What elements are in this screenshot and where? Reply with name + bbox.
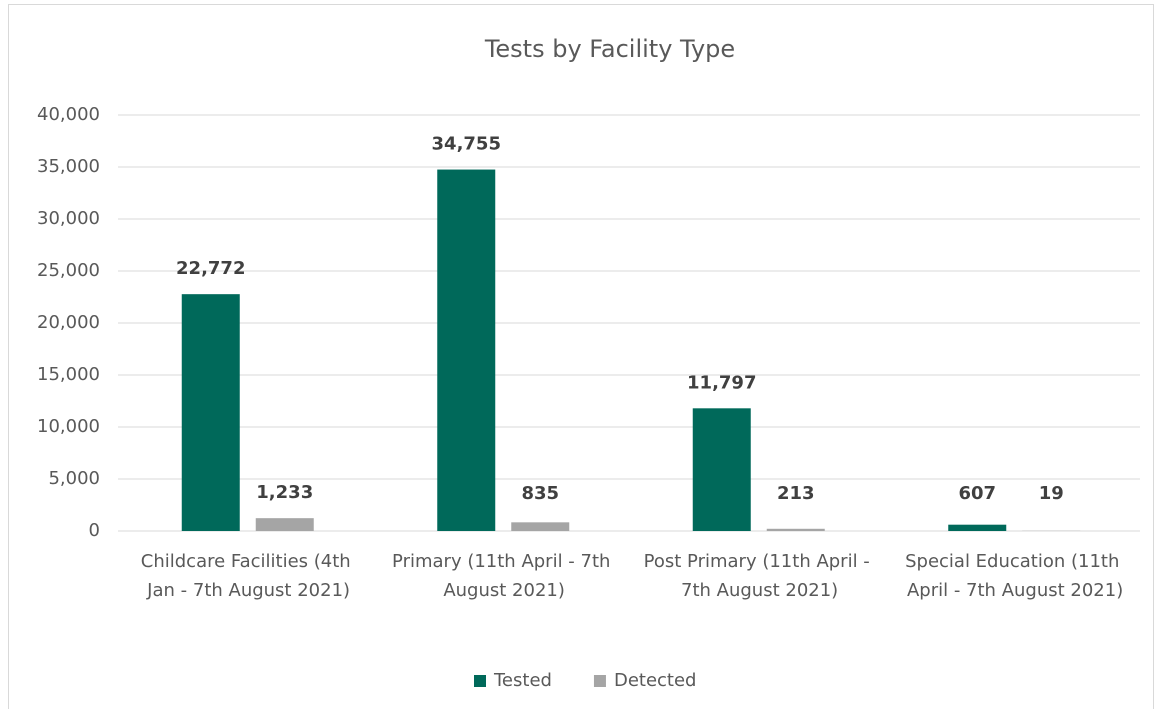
- chart-frame: [8, 4, 1154, 709]
- y-tick-label: 15,000: [37, 364, 100, 385]
- x-tick-label: Post Primary (11th April - 7th August 20…: [644, 551, 870, 601]
- y-tick-label: 40,000: [37, 104, 100, 125]
- value-label: 607: [958, 483, 996, 504]
- value-label: 11,797: [687, 372, 756, 393]
- bar: [948, 524, 1007, 531]
- y-tick-label: 25,000: [37, 260, 100, 281]
- bar: [255, 518, 314, 531]
- bar: [181, 294, 240, 531]
- value-label: 1,233: [256, 482, 313, 503]
- y-tick-label: 20,000: [37, 312, 100, 333]
- chart-title: Tests by Facility Type: [484, 35, 735, 63]
- y-tick-label: 0: [89, 520, 100, 541]
- y-tick-label: 35,000: [37, 156, 100, 177]
- bar: [511, 522, 570, 531]
- x-tick-label: Primary (11th April - 7th August 2021): [392, 551, 610, 601]
- value-label: 213: [777, 483, 815, 504]
- value-label: 22,772: [176, 258, 245, 279]
- x-tick-label: Special Education (11th April - 7th Augu…: [901, 551, 1123, 601]
- x-tick-label: Childcare Facilities (4th Jan - 7th Augu…: [141, 551, 351, 601]
- legend-label: Detected: [614, 670, 697, 691]
- bar: [766, 528, 825, 531]
- y-tick-label: 5,000: [48, 468, 100, 489]
- value-label: 19: [1039, 483, 1064, 504]
- y-tick-label: 30,000: [37, 208, 100, 229]
- value-label: 34,755: [432, 134, 501, 155]
- legend-swatch: [474, 675, 486, 687]
- legend-label: Tested: [493, 670, 552, 691]
- y-tick-label: 10,000: [37, 416, 100, 437]
- legend-swatch: [593, 675, 606, 687]
- value-label: 835: [521, 483, 559, 504]
- bar: [692, 408, 751, 531]
- bar: [437, 169, 496, 531]
